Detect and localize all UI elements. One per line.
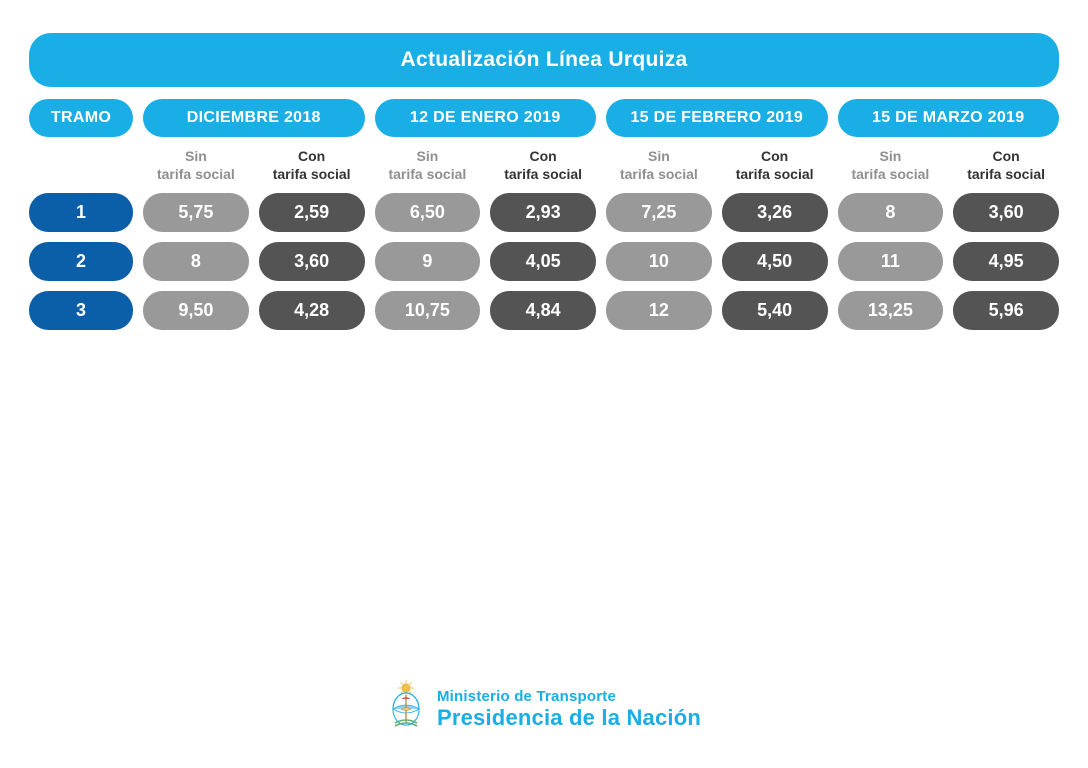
table-row: 1 5,75 2,59 6,50 2,93 7,25 3,26 8 3,60 [29,193,1059,232]
fare-table: TRAMO DICIEMBRE 2018 12 DE ENERO 2019 15… [29,99,1059,330]
cell-sin: 7,25 [606,193,712,232]
col-header-period: 12 DE ENERO 2019 [375,99,597,137]
tramo-cell: 2 [29,242,133,281]
cell-sin: 10,75 [375,291,481,330]
footer: Ministerio de Transporte Presidencia de … [0,679,1088,740]
cell-con: 3,60 [259,242,365,281]
cell-con: 5,40 [722,291,828,330]
subheader-row: Sintarifa social Contarifa social Sintar… [29,147,1059,183]
cell-con: 2,59 [259,193,365,232]
table-row: 2 8 3,60 9 4,05 10 4,50 11 4,95 [29,242,1059,281]
cell-con: 4,28 [259,291,365,330]
cell-sin: 12 [606,291,712,330]
col-header-period: 15 DE FEBRERO 2019 [606,99,828,137]
cell-sin: 9,50 [143,291,249,330]
cell-sin: 8 [143,242,249,281]
cell-sin: 11 [838,242,944,281]
subheader-con: Contarifa social [259,147,365,183]
subheader-sin: Sintarifa social [375,147,481,183]
footer-line1: Ministerio de Transporte [437,688,701,705]
subheader-sin: Sintarifa social [606,147,712,183]
cell-sin: 8 [838,193,944,232]
col-header-tramo: TRAMO [29,99,133,137]
coat-of-arms-icon [387,679,425,740]
subheader-sin: Sintarifa social [838,147,944,183]
footer-text: Ministerio de Transporte Presidencia de … [437,688,701,731]
cell-sin: 9 [375,242,481,281]
cell-con: 3,26 [722,193,828,232]
col-header-period: 15 DE MARZO 2019 [838,99,1060,137]
cell-con: 3,60 [953,193,1059,232]
page-title: Actualización Línea Urquiza [29,33,1059,87]
col-header-period: DICIEMBRE 2018 [143,99,365,137]
subheader-con: Contarifa social [490,147,596,183]
cell-con: 4,84 [490,291,596,330]
cell-sin: 10 [606,242,712,281]
cell-con: 5,96 [953,291,1059,330]
cell-con: 4,05 [490,242,596,281]
footer-line2: Presidencia de la Nación [437,705,701,731]
tramo-cell: 3 [29,291,133,330]
subheader-con: Contarifa social [722,147,828,183]
cell-con: 4,95 [953,242,1059,281]
table-row: 3 9,50 4,28 10,75 4,84 12 5,40 13,25 5,9… [29,291,1059,330]
cell-con: 2,93 [490,193,596,232]
tramo-spacer [29,147,133,183]
cell-con: 4,50 [722,242,828,281]
cell-sin: 6,50 [375,193,481,232]
subheader-sin: Sintarifa social [143,147,249,183]
tramo-cell: 1 [29,193,133,232]
subheader-con: Contarifa social [953,147,1059,183]
cell-sin: 13,25 [838,291,944,330]
header-row: TRAMO DICIEMBRE 2018 12 DE ENERO 2019 15… [29,99,1059,137]
cell-sin: 5,75 [143,193,249,232]
